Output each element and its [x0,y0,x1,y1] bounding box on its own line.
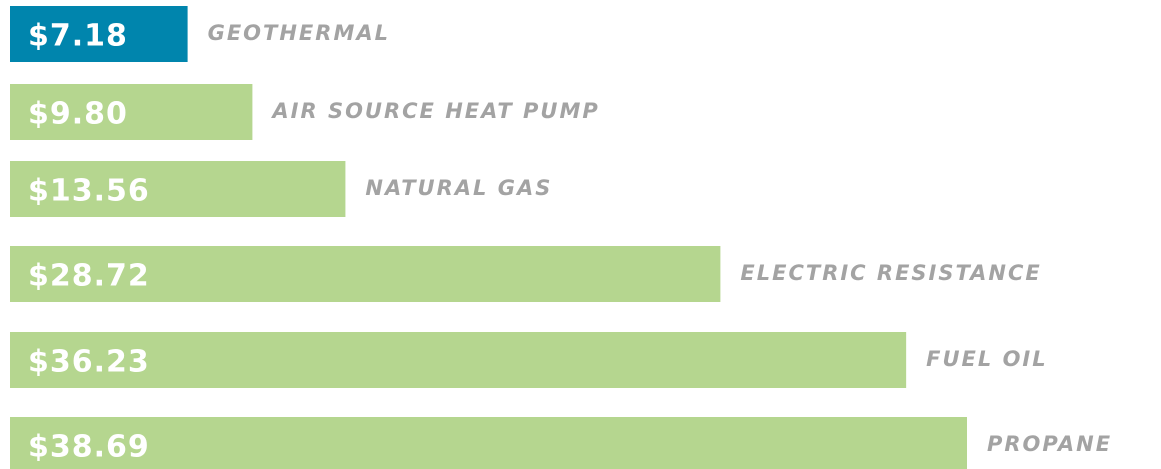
category-label: ELECTRIC RESISTANCE [740,261,1041,285]
category-label: AIR SOURCE HEAT PUMP [270,99,599,123]
bar [10,161,346,217]
bar [10,417,967,469]
category-label: GEOTHERMAL [208,21,390,45]
value-label: $38.69 [28,430,150,465]
value-label: $13.56 [28,174,150,209]
category-label: PROPANE [987,432,1112,456]
category-label: NATURAL GAS [365,176,552,200]
category-label: FUEL OIL [926,347,1047,371]
bar [10,6,188,62]
bar [10,84,253,140]
bar [10,332,907,388]
value-label: $36.23 [28,345,150,380]
value-label: $28.72 [28,259,150,294]
value-label: $9.80 [28,97,128,132]
bar [10,246,721,302]
value-label: $7.18 [28,19,128,54]
